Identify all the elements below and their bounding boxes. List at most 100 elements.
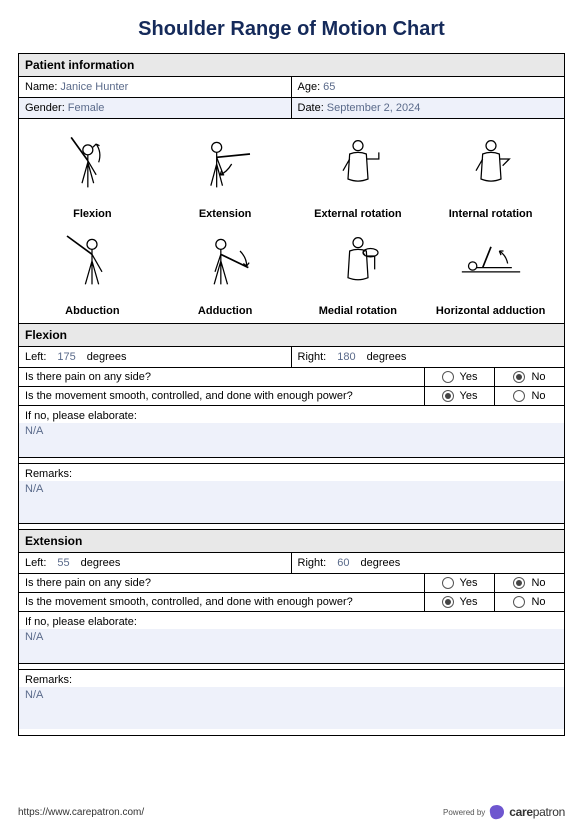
extension-elaborate-value[interactable]: N/A — [19, 629, 564, 663]
extension-left-cell: Left: 55 degrees — [19, 553, 292, 573]
flexion-pain-yes-radio[interactable] — [442, 371, 454, 383]
movement-external-rotation: External rotation — [295, 129, 422, 220]
name-value: Janice Hunter — [60, 81, 128, 93]
flexion-pain-no-radio[interactable] — [513, 371, 525, 383]
smooth-question: Is the movement smooth, controlled, and … — [19, 387, 424, 405]
smooth-question: Is the movement smooth, controlled, and … — [19, 593, 424, 611]
brand-part2: patron — [533, 805, 565, 819]
gender-label: Gender: — [25, 102, 65, 114]
age-label: Age: — [298, 81, 321, 93]
extension-remarks-value[interactable]: N/A — [19, 687, 564, 729]
movement-label: Horizontal adduction — [436, 305, 545, 317]
extension-elaborate-block: If no, please elaborate: N/A — [19, 612, 564, 664]
flexion-remarks-block: Remarks: N/A — [19, 464, 564, 524]
extension-smooth-no-radio[interactable] — [513, 596, 525, 608]
footer: https://www.carepatron.com/ Powered by c… — [18, 805, 565, 819]
extension-pain-yes-radio[interactable] — [442, 577, 454, 589]
medial-rotation-icon — [313, 226, 403, 301]
flexion-smooth-yes-radio[interactable] — [442, 390, 454, 402]
age-cell: Age: 65 — [292, 77, 565, 97]
brand-logo-icon — [489, 804, 505, 820]
movements-grid: Flexion Extension — [19, 119, 564, 324]
patient-info-header: Patient information — [19, 54, 564, 77]
degrees-label: degrees — [361, 557, 401, 569]
name-cell: Name: Janice Hunter — [19, 77, 292, 97]
degrees-label: degrees — [87, 351, 127, 363]
extension-smooth-yes-radio[interactable] — [442, 596, 454, 608]
pain-question: Is there pain on any side? — [19, 368, 424, 386]
extension-smooth-row: Is the movement smooth, controlled, and … — [19, 593, 564, 612]
extension-right-value: 60 — [337, 557, 349, 569]
brand: Powered by carepatron — [443, 805, 565, 819]
footer-url[interactable]: https://www.carepatron.com/ — [18, 807, 144, 818]
flexion-left-value: 175 — [57, 351, 75, 363]
no-label: No — [531, 596, 545, 608]
extension-left-value: 55 — [57, 557, 69, 569]
movement-adduction: Adduction — [162, 226, 289, 317]
movement-label: External rotation — [314, 208, 401, 220]
yes-label: Yes — [460, 577, 478, 589]
internal-rotation-icon — [446, 129, 536, 204]
brand-part1: care — [509, 805, 533, 819]
gender-cell: Gender: Female — [19, 98, 292, 118]
extension-pain-row: Is there pain on any side? Yes No — [19, 574, 564, 593]
yes-label: Yes — [460, 390, 478, 402]
date-label: Date: — [298, 102, 324, 114]
extension-icon — [180, 129, 270, 204]
flexion-smooth-row: Is the movement smooth, controlled, and … — [19, 387, 564, 406]
left-label: Left: — [25, 351, 46, 363]
no-label: No — [531, 371, 545, 383]
yes-label: Yes — [460, 371, 478, 383]
flexion-smooth-no-radio[interactable] — [513, 390, 525, 402]
flexion-icon — [47, 129, 137, 204]
powered-by-label: Powered by — [443, 808, 485, 817]
movement-label: Abduction — [65, 305, 119, 317]
flexion-right-value: 180 — [337, 351, 355, 363]
movement-abduction: Abduction — [29, 226, 156, 317]
elaborate-label: If no, please elaborate: — [19, 406, 564, 423]
spacer — [19, 729, 564, 735]
date-value: September 2, 2024 — [327, 102, 421, 114]
no-label: No — [531, 390, 545, 402]
pain-question: Is there pain on any side? — [19, 574, 424, 592]
movement-flexion: Flexion — [29, 129, 156, 220]
right-label: Right: — [298, 351, 327, 363]
no-label: No — [531, 577, 545, 589]
form-container: Patient information Name: Janice Hunter … — [18, 53, 565, 736]
extension-pain-no-radio[interactable] — [513, 577, 525, 589]
movement-label: Flexion — [73, 208, 112, 220]
remarks-label: Remarks: — [19, 464, 564, 481]
yes-label: Yes — [460, 596, 478, 608]
age-value: 65 — [323, 81, 335, 93]
movement-label: Adduction — [198, 305, 252, 317]
degrees-label: degrees — [81, 557, 121, 569]
movement-internal-rotation: Internal rotation — [427, 129, 554, 220]
remarks-label: Remarks: — [19, 670, 564, 687]
external-rotation-icon — [313, 129, 403, 204]
degrees-label: degrees — [367, 351, 407, 363]
flexion-pain-row: Is there pain on any side? Yes No — [19, 368, 564, 387]
movement-horizontal-adduction: Horizontal adduction — [427, 226, 554, 317]
movement-medial-rotation: Medial rotation — [295, 226, 422, 317]
horizontal-adduction-icon — [446, 226, 536, 301]
brand-name: carepatron — [509, 805, 565, 819]
flexion-remarks-value[interactable]: N/A — [19, 481, 564, 523]
flexion-header: Flexion — [19, 324, 564, 347]
left-label: Left: — [25, 557, 46, 569]
extension-remarks-block: Remarks: N/A — [19, 670, 564, 729]
movement-extension: Extension — [162, 129, 289, 220]
movement-label: Extension — [199, 208, 252, 220]
extension-header: Extension — [19, 530, 564, 553]
date-cell: Date: September 2, 2024 — [292, 98, 565, 118]
elaborate-label: If no, please elaborate: — [19, 612, 564, 629]
movement-label: Medial rotation — [319, 305, 397, 317]
name-label: Name: — [25, 81, 57, 93]
flexion-left-cell: Left: 175 degrees — [19, 347, 292, 367]
flexion-right-cell: Right: 180 degrees — [292, 347, 565, 367]
adduction-icon — [180, 226, 270, 301]
right-label: Right: — [298, 557, 327, 569]
abduction-icon — [47, 226, 137, 301]
flexion-elaborate-value[interactable]: N/A — [19, 423, 564, 457]
flexion-elaborate-block: If no, please elaborate: N/A — [19, 406, 564, 458]
movement-label: Internal rotation — [449, 208, 533, 220]
